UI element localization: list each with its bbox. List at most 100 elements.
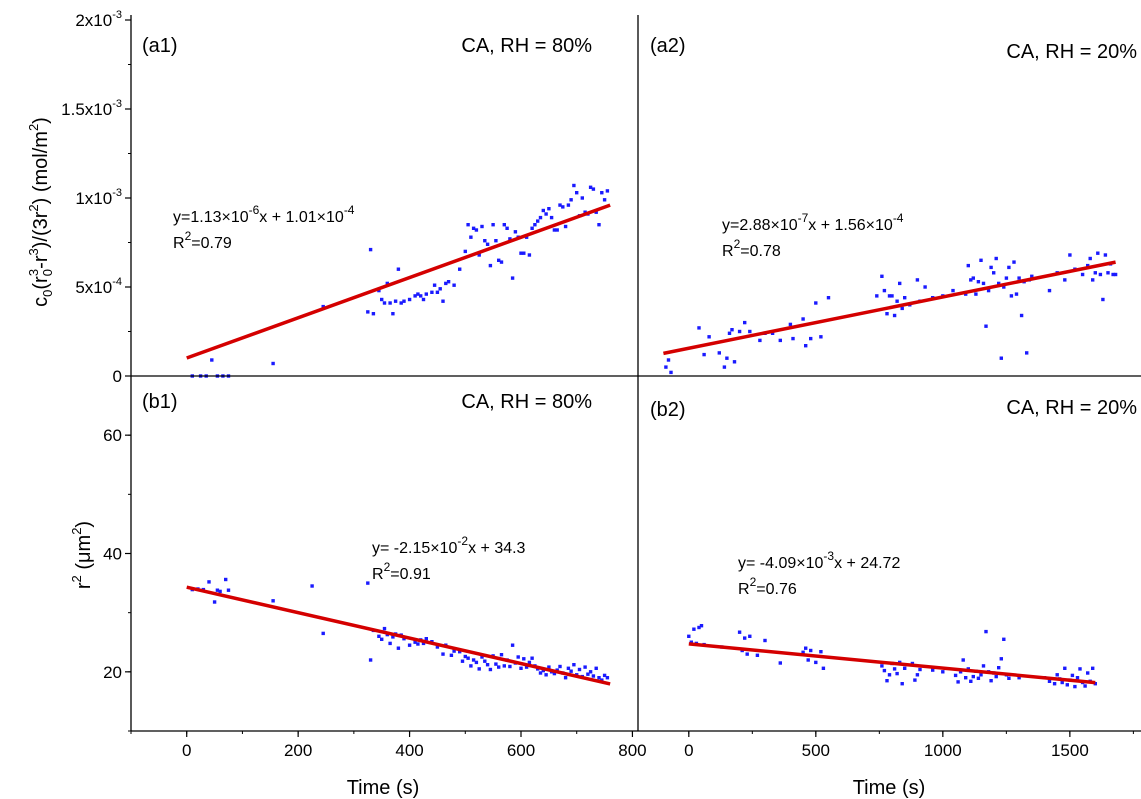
data-point (218, 589, 222, 594)
panel-label: (a1) (142, 35, 178, 57)
x-tick-label: 1500 (1051, 741, 1089, 760)
panel-title: CA, RH = 80% (461, 35, 592, 57)
data-point (588, 670, 593, 674)
data-point (519, 251, 523, 255)
data-point (1098, 272, 1103, 277)
data-point (224, 577, 228, 582)
data-point (388, 641, 392, 646)
ylabel-bottom: r2 (μm2) (69, 521, 95, 589)
data-point (748, 634, 752, 638)
data-point (491, 223, 495, 227)
data-point (430, 290, 434, 294)
y-tick-label: 60 (103, 426, 122, 445)
data-point (471, 226, 476, 230)
data-point (1055, 673, 1059, 677)
data-point (432, 283, 437, 287)
data-point (969, 679, 973, 683)
x-tick-label: 0 (684, 741, 693, 760)
data-point (466, 223, 470, 227)
data-point (804, 344, 808, 348)
data-point (1083, 684, 1087, 688)
data-point (547, 207, 551, 211)
data-point (887, 294, 892, 298)
data-point (1065, 683, 1069, 687)
data-point (997, 281, 1001, 286)
data-point (1080, 272, 1085, 277)
data-point (605, 189, 610, 193)
data-point (416, 642, 420, 646)
data-point (669, 370, 673, 375)
data-point (890, 294, 894, 298)
x-tick-label: 500 (802, 741, 830, 760)
data-point (748, 329, 752, 334)
data-point (558, 203, 562, 207)
data-point (903, 296, 907, 300)
data-point (971, 674, 975, 679)
data-point (366, 310, 370, 314)
data-point (755, 653, 760, 657)
data-point (549, 215, 554, 220)
data-point (1068, 253, 1072, 257)
data-point (483, 239, 487, 243)
y-tick-label: 20 (103, 663, 122, 682)
y-tick-label: 1.5x10-3 (61, 98, 122, 119)
data-point (1047, 288, 1052, 293)
data-point (538, 215, 543, 220)
data-point (804, 646, 808, 650)
data-point (572, 183, 576, 188)
data-point (951, 288, 955, 293)
data-point (605, 676, 610, 680)
data-point (725, 356, 729, 360)
data-point (699, 624, 704, 628)
data-point (903, 666, 907, 670)
data-point (421, 297, 426, 302)
data-point (821, 666, 826, 670)
data-point (885, 679, 889, 683)
data-point (452, 649, 456, 653)
data-point (483, 659, 487, 663)
data-point (918, 667, 922, 672)
data-point (1063, 278, 1067, 282)
r-squared: R2=0.78 (722, 237, 781, 260)
data-point (494, 662, 498, 666)
data-point (882, 288, 887, 293)
data-point (819, 335, 823, 339)
data-point (1052, 682, 1057, 686)
data-point (226, 588, 231, 592)
fit-line (186, 585, 611, 686)
data-point (377, 634, 381, 638)
panel-title: CA, RH = 20% (1006, 397, 1137, 419)
data-point (563, 224, 568, 229)
data-point (558, 664, 562, 669)
data-point (1078, 667, 1082, 671)
data-point (527, 660, 532, 665)
data-point (385, 281, 389, 286)
data-point (419, 294, 423, 298)
data-point (380, 637, 384, 641)
data-point (396, 267, 401, 271)
data-point (989, 679, 993, 683)
y-tick-label: 0 (113, 367, 122, 386)
panels: (a1) CA, RH = 80% y=1.13×10-6x + 1.01×10-4… (61, 9, 1141, 760)
data-point (597, 676, 601, 680)
data-point (435, 645, 440, 649)
data-point (882, 668, 887, 673)
data-point (569, 669, 573, 673)
data-point (1111, 272, 1115, 277)
data-point (421, 641, 426, 646)
data-point (536, 219, 540, 223)
panel-title: CA, RH = 20% (1006, 41, 1137, 63)
data-point (984, 629, 988, 634)
data-point (215, 588, 220, 592)
data-point (732, 360, 737, 364)
data-point (538, 671, 543, 675)
data-point (563, 676, 568, 680)
data-point (577, 667, 582, 672)
data-point (499, 260, 504, 264)
data-point (885, 312, 889, 316)
data-point (1106, 271, 1110, 275)
data-point (207, 580, 211, 584)
data-point (497, 258, 501, 262)
x-tick-label: 200 (284, 741, 312, 760)
